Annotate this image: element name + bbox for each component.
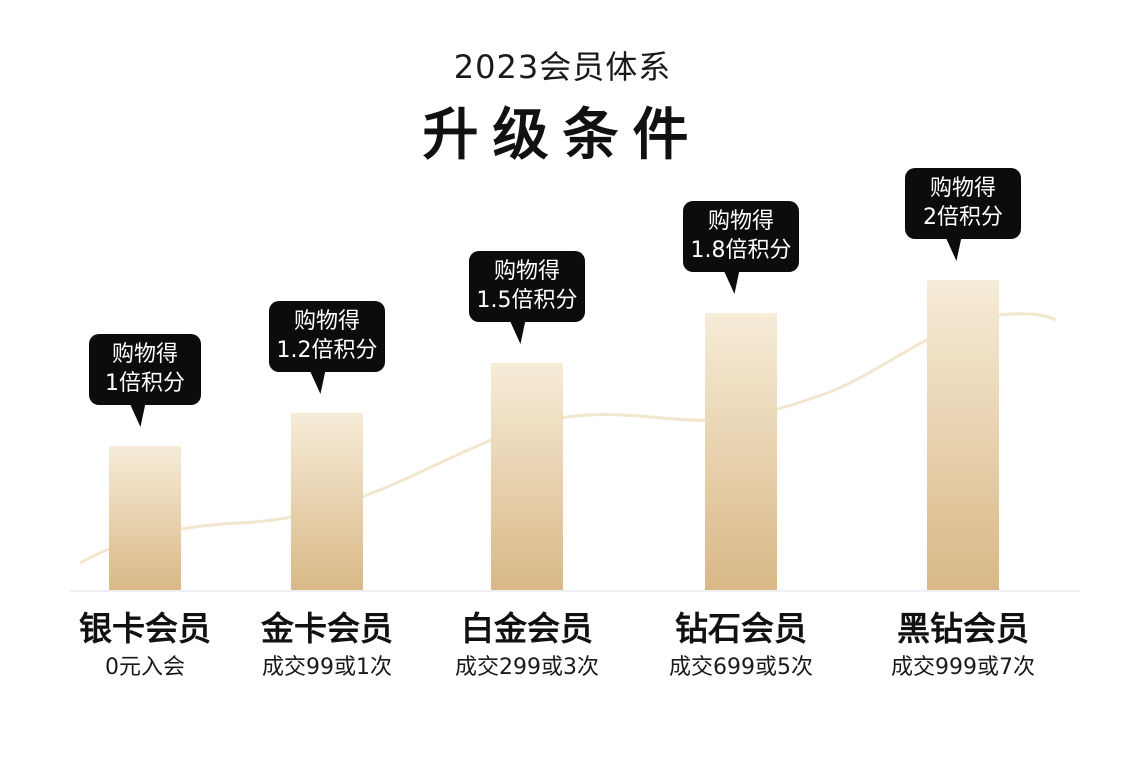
bar-group <box>109 280 999 590</box>
category-condition: 成交299或3次 <box>455 655 599 680</box>
callout-line2: 1倍积分 <box>105 371 185 396</box>
category-label: 金卡会员 <box>261 609 393 648</box>
category-condition: 成交699或5次 <box>669 655 813 680</box>
callout-bubble: 购物得 1.5倍积分 <box>469 251 585 322</box>
bar-4 <box>705 313 777 590</box>
callout-bubble: 购物得 1.2倍积分 <box>269 300 385 372</box>
category-condition: 0元入会 <box>105 655 185 680</box>
bar-2 <box>291 412 363 590</box>
callout-line2: 2倍积分 <box>923 205 1003 230</box>
callout-bubble: 购物得 2倍积分 <box>905 168 1021 239</box>
callout-line1: 购物得 <box>111 342 178 367</box>
callout-line1: 购物得 <box>293 308 360 334</box>
callout-bubble: 购物得 1倍积分 <box>89 334 201 405</box>
callout-line1: 购物得 <box>707 209 774 235</box>
category-label: 黑钻会员 <box>897 609 1029 648</box>
bar-1 <box>109 446 181 590</box>
callout-line2: 1.5倍积分 <box>476 288 578 313</box>
chart-title: 升级条件 <box>422 103 703 168</box>
callout-bubble: 购物得 1.8倍积分 <box>683 201 799 273</box>
callout-line2: 1.8倍积分 <box>690 238 792 264</box>
bar-3 <box>491 363 563 590</box>
callout-line2: 1.2倍积分 <box>276 337 378 363</box>
callout-line1: 购物得 <box>493 259 560 284</box>
callout-line1: 购物得 <box>929 176 996 201</box>
category-label: 银卡会员 <box>79 609 211 648</box>
category-label: 钻石会员 <box>675 609 807 648</box>
bar-5 <box>927 280 999 590</box>
category-condition: 成交99或1次 <box>262 655 392 680</box>
chart-subtitle: 2023会员体系 <box>453 48 672 86</box>
category-condition: 成交999或7次 <box>891 655 1035 680</box>
trend-line <box>79 312 1057 565</box>
category-label: 白金会员 <box>461 609 593 648</box>
